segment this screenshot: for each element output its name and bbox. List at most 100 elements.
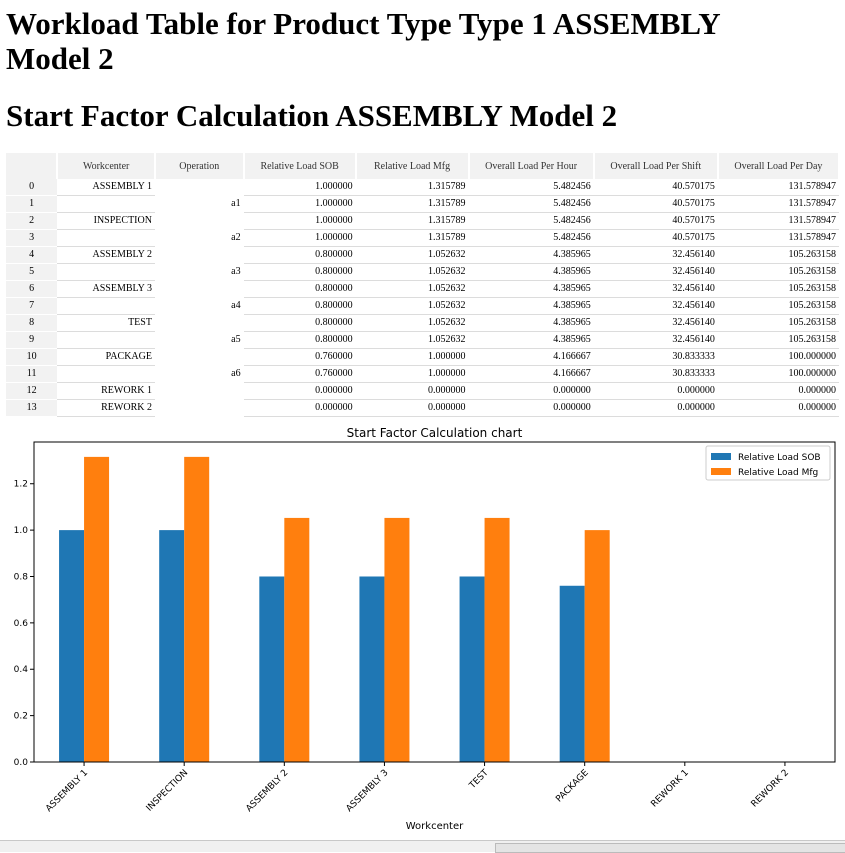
plot-frame <box>33 441 836 763</box>
x-tick-label: ASSEMBLY 1 <box>44 768 90 814</box>
row-index: 3 <box>6 229 58 247</box>
table-cell: 1.000000 <box>243 179 356 196</box>
table-cell: 131.578947 <box>717 212 839 230</box>
horizontal-scrollbar[interactable] <box>0 840 845 853</box>
table-cell: 4.385965 <box>468 263 594 281</box>
table-cell: PACKAGE <box>57 348 155 366</box>
row-index: 6 <box>6 280 58 298</box>
table-cell: 0.760000 <box>243 365 356 383</box>
table-cell: 0.760000 <box>243 348 356 366</box>
table-row: 12 REWORK 1 0.000000 0.000000 0.000000 0.0000… <box>6 382 839 400</box>
table-cell: REWORK 1 <box>57 382 155 400</box>
table-cell: 4.385965 <box>468 297 594 315</box>
table-cell: 32.456140 <box>593 246 718 264</box>
row-index: 4 <box>6 246 58 264</box>
table-cell <box>57 297 155 315</box>
table-cell: a5 <box>154 331 244 349</box>
column-header: Overall Load Per Day <box>717 153 841 179</box>
table-cell: 4.385965 <box>468 314 594 332</box>
table-cell <box>57 331 155 349</box>
table-cell: 1.052632 <box>355 263 469 281</box>
y-tick-label: 0.0 <box>14 758 29 768</box>
table-header-row: Workcenter Operation Relative Load SOB Rela… <box>6 153 841 179</box>
table-row: 11 a6 0.760000 1.000000 4.166667 30.833333 100… <box>6 365 839 383</box>
row-index: 1 <box>6 195 58 213</box>
table-cell: 105.263158 <box>717 246 839 264</box>
legend-label: Relative Load Mfg <box>738 468 818 478</box>
bar-sob <box>459 576 485 762</box>
table-cell: 1.000000 <box>243 195 356 213</box>
table-cell: 5.482456 <box>468 195 594 213</box>
row-index: 0 <box>6 179 58 196</box>
table-row: 1 a1 1.000000 1.315789 5.482456 40.570175 131.… <box>6 195 839 213</box>
table-cell: 0.000000 <box>355 382 469 400</box>
table-cell <box>57 365 155 383</box>
row-index: 10 <box>6 348 58 366</box>
table-cell <box>57 229 155 247</box>
table-cell: 30.833333 <box>593 348 718 366</box>
table-row: 13 REWORK 2 0.000000 0.000000 0.000000 0.0000… <box>6 399 839 417</box>
table-cell: 100.000000 <box>717 365 839 383</box>
row-index: 11 <box>6 365 58 383</box>
table-cell: 0.800000 <box>243 280 356 298</box>
table-cell: 1.315789 <box>355 212 469 230</box>
table-cell: 32.456140 <box>593 314 718 332</box>
table-cell: 1.315789 <box>355 229 469 247</box>
table-cell: 4.385965 <box>468 246 594 264</box>
table-cell: a2 <box>154 229 244 247</box>
table-row: 4 ASSEMBLY 2 0.800000 1.052632 4.385965 32.45… <box>6 246 839 264</box>
start-factor-chart: Start Factor Calculation chart ASSEMBLY 1… <box>14 426 836 832</box>
table-cell: a6 <box>154 365 244 383</box>
table-cell: TEST <box>57 314 155 332</box>
x-tick-label: ASSEMBLY 3 <box>345 768 391 814</box>
bar-sob <box>559 585 585 762</box>
x-tick-label: PACKAGE <box>554 768 591 805</box>
row-index: 5 <box>6 263 58 281</box>
table-cell: 4.385965 <box>468 331 594 349</box>
table-cell: 4.166667 <box>468 348 594 366</box>
y-tick-label: 0.2 <box>14 712 28 722</box>
table-cell: 0.000000 <box>468 382 594 400</box>
table-cell: 1.315789 <box>355 195 469 213</box>
table-cell <box>154 212 244 230</box>
table-cell: 30.833333 <box>593 365 718 383</box>
bar-mfg <box>84 456 110 762</box>
table-cell: 1.052632 <box>355 280 469 298</box>
table-cell: 0.000000 <box>593 399 718 417</box>
table-cell: 105.263158 <box>717 280 839 298</box>
row-index: 8 <box>6 314 58 332</box>
y-tick-label: 0.6 <box>14 619 29 629</box>
table-cell: 32.456140 <box>593 263 718 281</box>
table-cell: 1.052632 <box>355 331 469 349</box>
column-header: Overall Load Per Shift <box>593 153 719 179</box>
table-row: 9 a5 0.800000 1.052632 4.385965 32.456140 105.… <box>6 331 839 349</box>
bar-sob <box>159 530 185 762</box>
table-cell: 0.000000 <box>717 399 839 417</box>
table-cell: 131.578947 <box>717 179 839 196</box>
table-row: 8 TEST 0.800000 1.052632 4.385965 32.456140 10… <box>6 314 839 332</box>
legend-swatch <box>711 453 731 460</box>
table-cell: 1.000000 <box>243 212 356 230</box>
y-tick-label: 1.0 <box>14 526 29 536</box>
table-cell <box>154 314 244 332</box>
column-header: Overall Load Per Hour <box>468 153 595 179</box>
table-cell <box>57 195 155 213</box>
workload-table: Workcenter Operation Relative Load SOB Rela… <box>6 153 841 417</box>
table-cell: 1.315789 <box>355 179 469 196</box>
table-cell: 0.800000 <box>243 297 356 315</box>
table-cell: 0.000000 <box>593 382 718 400</box>
row-index: 12 <box>6 382 58 400</box>
table-cell: 1.052632 <box>355 246 469 264</box>
table-cell <box>154 399 244 417</box>
table-cell: 1.000000 <box>243 229 356 247</box>
row-index: 9 <box>6 331 58 349</box>
bar-sob <box>359 576 385 762</box>
table-cell: 0.800000 <box>243 246 356 264</box>
table-cell: ASSEMBLY 1 <box>57 179 155 196</box>
table-cell: ASSEMBLY 2 <box>57 246 155 264</box>
table-row: 2 INSPECTION 1.000000 1.315789 5.482456 40.57… <box>6 212 839 230</box>
bar-sob <box>59 530 85 762</box>
table-cell: 40.570175 <box>593 179 718 196</box>
scrollbar-thumb[interactable] <box>495 843 845 853</box>
table-cell: INSPECTION <box>57 212 155 230</box>
